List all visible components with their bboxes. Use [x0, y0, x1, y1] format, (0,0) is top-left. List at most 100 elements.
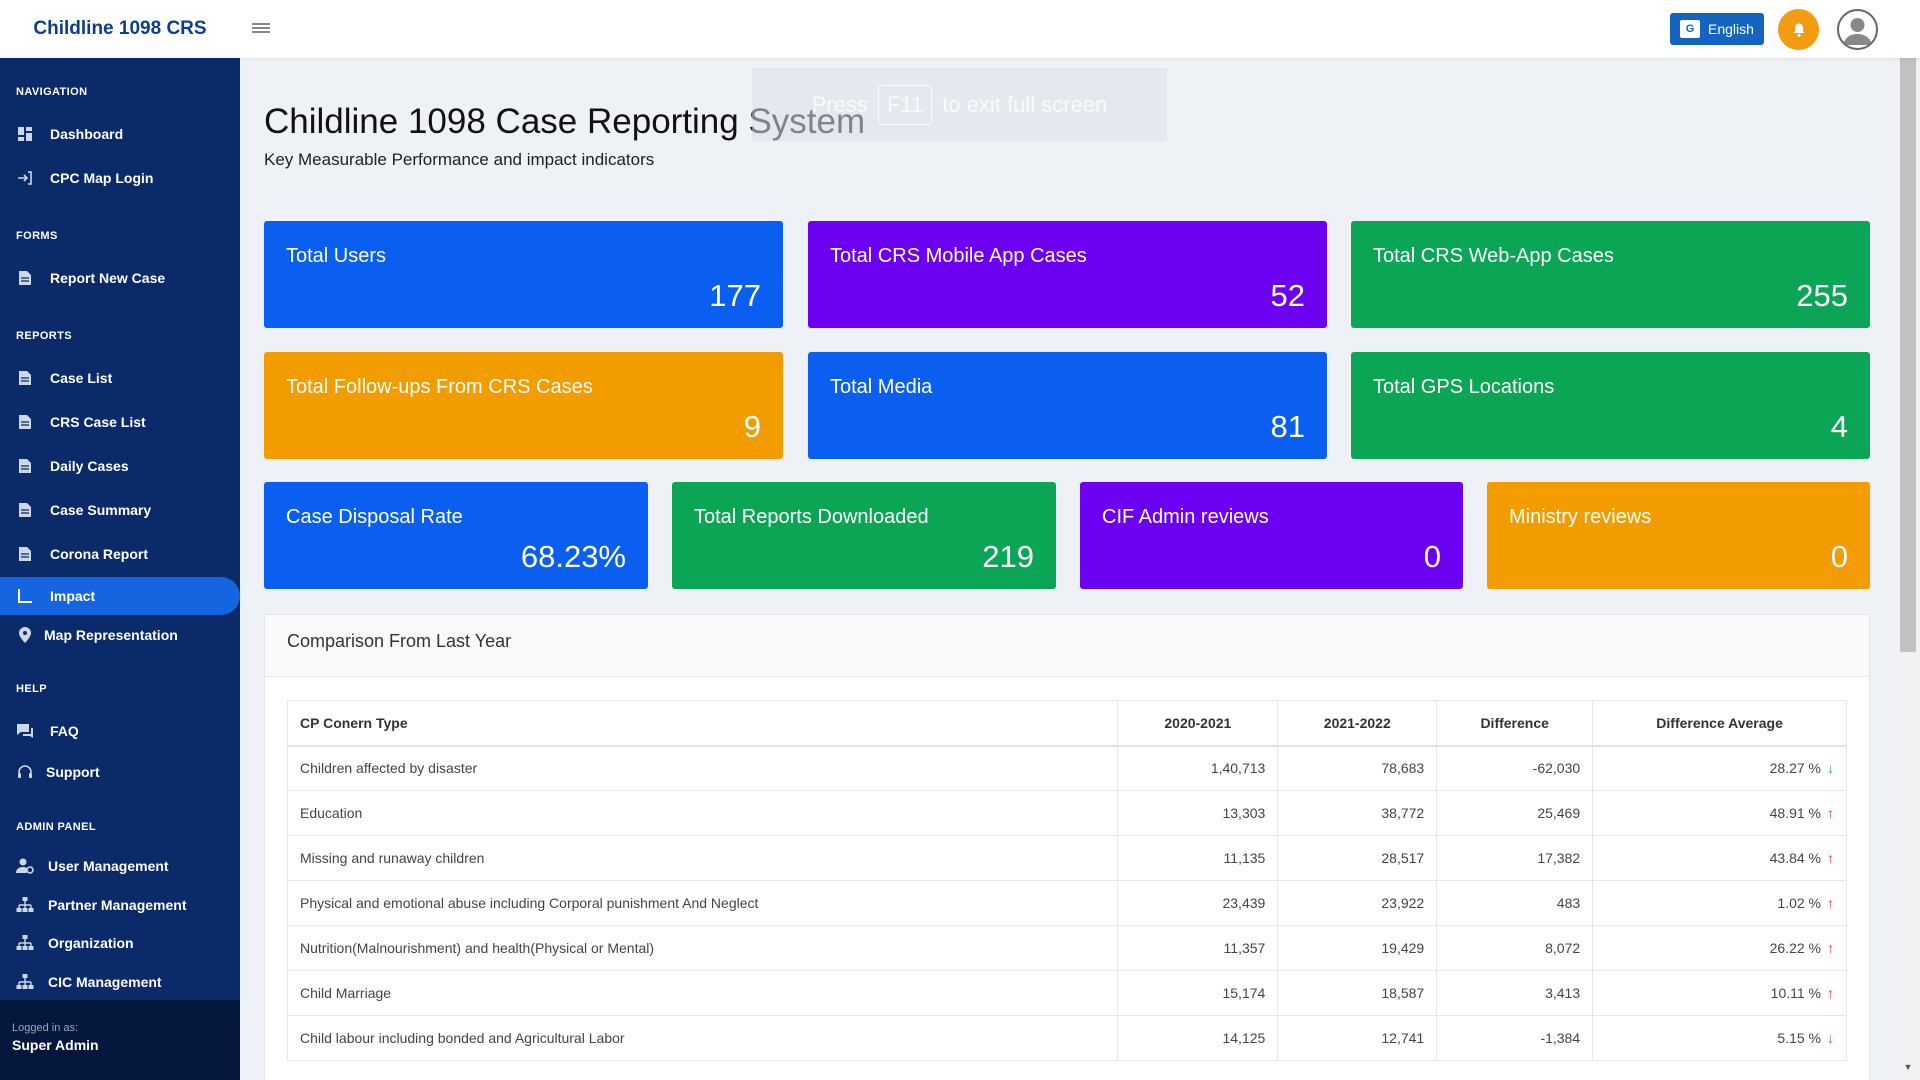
avg-value: 43.84 %	[1769, 850, 1821, 866]
cell-concern-type: Nutrition(Malnourishment) and health(Phy…	[286, 925, 1119, 971]
stat-card-web-app-cases[interactable]: Total CRS Web-App Cases 255	[1351, 221, 1870, 328]
stat-card-total-users[interactable]: Total Users 177	[264, 221, 783, 328]
cell-concern-type: Education	[286, 790, 1119, 836]
sidebar-item-faq[interactable]: FAQ	[0, 712, 240, 750]
stat-card-ministry-reviews[interactable]: Ministry reviews 0	[1487, 482, 1870, 589]
arrow-up-icon: ↑	[1827, 805, 1834, 821]
stat-card-value: 177	[709, 278, 761, 313]
stat-card-reports-downloaded[interactable]: Total Reports Downloaded 219	[672, 482, 1056, 589]
cell-concern-type: Missing and runaway children	[286, 835, 1119, 881]
sidebar-item-label: Corona Report	[50, 546, 148, 562]
fullscreen-hint: Press F11 to exit full screen	[752, 68, 1167, 141]
cell-concern-type: Children affected by disaster	[286, 745, 1119, 791]
scroll-down-icon[interactable]: ▼	[1903, 1062, 1913, 1072]
cell-difference: 17,382	[1436, 835, 1594, 881]
stat-card-value: 68.23%	[520, 539, 626, 574]
sidebar-item-cpc-map-login[interactable]: CPC Map Login	[0, 159, 240, 197]
sidebar-item-daily-cases[interactable]: Daily Cases	[0, 447, 240, 485]
column-header[interactable]: 2020-2021	[1117, 700, 1279, 747]
fullscreen-hint-text: Press	[811, 91, 868, 117]
stat-card-label: Total GPS Locations	[1373, 376, 1555, 398]
sidebar-item-case-list[interactable]: Case List	[0, 359, 240, 397]
stat-card-gps-locations[interactable]: Total GPS Locations 4	[1351, 352, 1870, 459]
sidebar-item-map-representation[interactable]: Map Representation	[0, 616, 240, 654]
cell-difference-average: 5.15 % ↓	[1592, 1015, 1847, 1061]
column-header[interactable]: Difference Average	[1592, 700, 1847, 747]
avg-value: 28.27 %	[1769, 760, 1821, 777]
sitemap-icon	[16, 934, 34, 952]
arrow-up-icon: ↑	[1827, 940, 1834, 956]
sidebar-item-user-management[interactable]: User Management	[0, 847, 240, 885]
stat-card-follow-ups[interactable]: Total Follow-ups From CRS Cases 9	[264, 352, 783, 459]
sidebar-item-organization[interactable]: Organization	[0, 924, 240, 962]
table-row: Children affected by disaster 1,40,713 7…	[286, 745, 1847, 791]
sidebar-item-label: Case List	[50, 370, 113, 386]
column-header[interactable]: Difference	[1436, 700, 1594, 747]
cell-2021-2022: 23,922	[1277, 880, 1438, 926]
document-icon	[16, 269, 34, 287]
user-gear-icon	[16, 857, 34, 875]
sidebar-item-label: Report New Case	[50, 270, 166, 286]
stat-card-label: CIF Admin reviews	[1102, 506, 1269, 528]
sidebar: NAVIGATION Dashboard CPC Map Login FORMS…	[0, 58, 240, 1080]
sidebar-item-label: Support	[46, 764, 100, 780]
cell-difference-average: 10.11 % ↑	[1592, 970, 1847, 1016]
cell-concern-type: Child Marriage	[286, 970, 1119, 1016]
sidebar-item-dashboard[interactable]: Dashboard	[0, 115, 240, 153]
sidebar-item-label: Dashboard	[50, 126, 124, 142]
login-icon	[16, 169, 34, 187]
sidebar-item-crs-case-list[interactable]: CRS Case List	[0, 403, 240, 441]
cell-difference: -1,384	[1436, 1015, 1594, 1061]
scrollbar-thumb[interactable]	[1900, 22, 1916, 652]
stat-card-mobile-app-cases[interactable]: Total CRS Mobile App Cases 52	[808, 221, 1327, 328]
document-icon	[16, 457, 34, 475]
sidebar-item-case-summary[interactable]: Case Summary	[0, 491, 240, 529]
stat-card-cif-admin-reviews[interactable]: CIF Admin reviews 0	[1080, 482, 1463, 589]
column-header[interactable]: 2021-2022	[1277, 700, 1438, 747]
language-button[interactable]: G English	[1670, 13, 1764, 45]
user-avatar[interactable]	[1837, 9, 1878, 50]
sidebar-item-label: FAQ	[50, 723, 79, 739]
sidebar-item-corona-report[interactable]: Corona Report	[0, 535, 240, 573]
arrow-up-icon: ↑	[1827, 850, 1834, 866]
sidebar-item-impact[interactable]: Impact	[0, 577, 240, 615]
cell-difference: 8,072	[1436, 925, 1594, 971]
table-row: Physical and emotional abuse including C…	[286, 880, 1847, 926]
table-row: Nutrition(Malnourishment) and health(Phy…	[286, 925, 1847, 971]
hamburger-line	[252, 27, 270, 29]
cell-2020-2021: 15,174	[1117, 970, 1279, 1016]
sidebar-item-label: Map Representation	[44, 627, 178, 643]
table-row: Education 13,303 38,772 25,469 48.91 % ↑	[286, 790, 1847, 836]
arrow-up-icon: ↑	[1827, 895, 1834, 911]
stat-card-total-media[interactable]: Total Media 81	[808, 352, 1327, 459]
table-header-row: CP Conern Type 2020-2021 2021-2022 Diffe…	[286, 700, 1847, 747]
sidebar-item-report-new-case[interactable]: Report New Case	[0, 259, 240, 297]
sidebar-item-support[interactable]: Support	[0, 753, 240, 791]
comparison-panel: Comparison From Last Year CP Conern Type…	[264, 614, 1870, 1080]
stat-card-case-disposal-rate[interactable]: Case Disposal Rate 68.23%	[264, 482, 648, 589]
brand-logo[interactable]: Childline 1098 CRS	[33, 18, 207, 39]
fullscreen-hint-key: F11	[877, 84, 933, 125]
notification-button[interactable]	[1778, 9, 1819, 50]
cell-difference-average: 1.02 % ↑	[1592, 880, 1847, 926]
sidebar-item-label: Organization	[48, 935, 134, 951]
stat-card-value: 81	[1270, 409, 1305, 444]
stat-card-label: Ministry reviews	[1509, 506, 1652, 528]
logged-in-user: Super Admin	[12, 1037, 99, 1053]
sidebar-item-label: CRS Case List	[50, 414, 146, 430]
sidebar-item-label: Case Summary	[50, 502, 152, 518]
sidebar-heading-admin-panel: ADMIN PANEL	[16, 821, 96, 833]
avg-value: 26.22 %	[1769, 940, 1821, 956]
cell-2021-2022: 38,772	[1277, 790, 1438, 836]
cell-concern-type: Physical and emotional abuse including C…	[286, 880, 1119, 926]
sidebar-toggle-button[interactable]	[252, 20, 270, 36]
sitemap-icon	[16, 896, 34, 914]
stat-card-label: Total Follow-ups From CRS Cases	[286, 376, 593, 398]
avg-value: 48.91 %	[1769, 805, 1821, 821]
cell-difference: -62,030	[1436, 745, 1594, 791]
sidebar-item-cic-management[interactable]: CIC Management	[0, 963, 240, 1001]
column-header[interactable]: CP Conern Type	[286, 700, 1119, 747]
page-subtitle: Key Measurable Performance and impact in…	[264, 150, 655, 169]
sidebar-item-partner-management[interactable]: Partner Management	[0, 886, 240, 924]
cell-concern-type: Child labour including bonded and Agricu…	[286, 1015, 1119, 1061]
